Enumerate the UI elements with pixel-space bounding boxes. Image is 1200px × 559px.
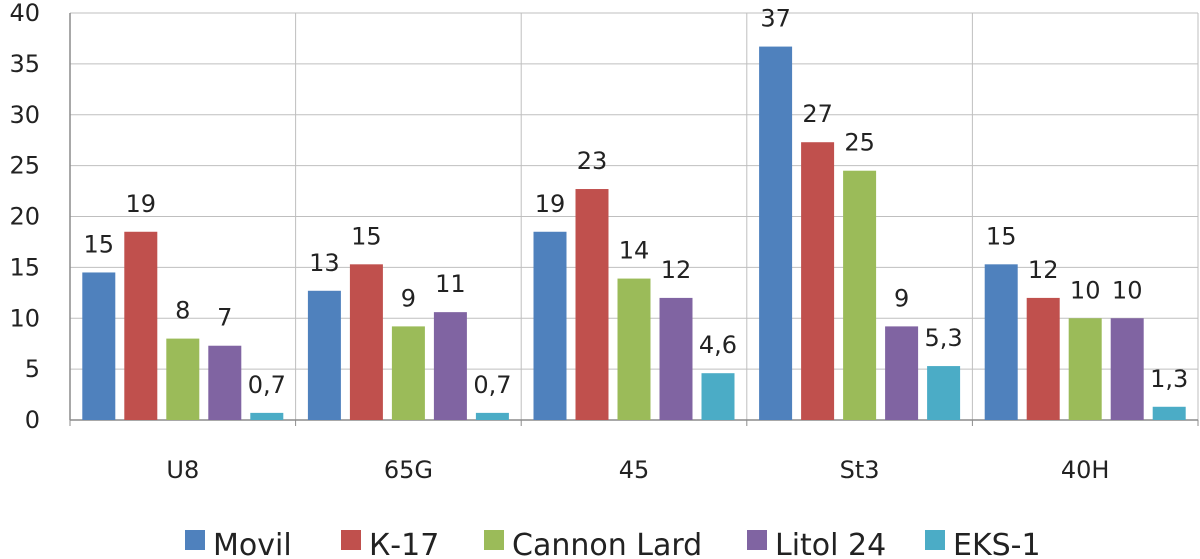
legend-label: EKS-1 bbox=[953, 528, 1041, 559]
grid bbox=[70, 12, 1199, 420]
bar bbox=[1026, 297, 1060, 420]
y-tick-label: 0 bbox=[25, 406, 40, 434]
data-label: 10 bbox=[1070, 276, 1101, 304]
data-label: 15 bbox=[986, 222, 1017, 250]
bar bbox=[307, 290, 341, 420]
y-tick-label: 40 bbox=[9, 0, 40, 27]
bar bbox=[617, 278, 651, 420]
data-label: 12 bbox=[1028, 256, 1059, 284]
bar bbox=[927, 366, 961, 420]
bars bbox=[82, 46, 1186, 420]
data-label: 12 bbox=[661, 256, 692, 284]
bar bbox=[1110, 318, 1144, 420]
bar bbox=[801, 142, 835, 420]
legend-label: Movil bbox=[213, 528, 292, 559]
bar bbox=[701, 373, 735, 420]
bar bbox=[533, 231, 567, 420]
bar bbox=[475, 412, 509, 420]
y-tick-label: 30 bbox=[9, 101, 40, 129]
x-tick-label: 45 bbox=[619, 456, 650, 484]
legend-swatch bbox=[484, 530, 504, 550]
data-label: 13 bbox=[309, 249, 340, 277]
bar bbox=[1068, 318, 1102, 420]
y-tick-label: 15 bbox=[9, 253, 40, 281]
bar bbox=[1152, 406, 1186, 420]
bar bbox=[82, 272, 116, 420]
data-label: 14 bbox=[619, 237, 650, 265]
y-tick-label: 5 bbox=[25, 355, 40, 383]
y-tick-label: 20 bbox=[9, 203, 40, 231]
data-label: 8 bbox=[175, 297, 190, 325]
data-label: 9 bbox=[894, 284, 909, 312]
bar bbox=[843, 170, 877, 420]
x-tick-label: U8 bbox=[166, 456, 199, 484]
legend: Movil К-17 Cannon Lard Litol 24 EKS-1 bbox=[185, 528, 1041, 559]
x-tick-label: St3 bbox=[840, 456, 880, 484]
y-tick-label: 10 bbox=[9, 304, 40, 332]
bar bbox=[349, 264, 383, 420]
data-label: 27 bbox=[802, 100, 833, 128]
bar bbox=[124, 231, 158, 420]
data-label: 25 bbox=[844, 129, 875, 157]
data-label: 7 bbox=[217, 304, 232, 332]
bar bbox=[391, 326, 425, 420]
bar bbox=[759, 46, 793, 420]
data-label: 5,3 bbox=[925, 324, 963, 352]
bar bbox=[250, 412, 284, 420]
legend-label: Cannon Lard bbox=[512, 528, 702, 559]
legend-label: Litol 24 bbox=[775, 528, 886, 559]
data-label: 4,6 bbox=[699, 331, 737, 359]
data-label: 23 bbox=[577, 147, 608, 175]
data-labels: 15 13 19 37 15 19 15 23 27 12 8 9 14 25 10 7 11 12 9 10 0,7 0… bbox=[84, 5, 1189, 399]
data-label: 19 bbox=[126, 190, 157, 218]
legend-swatch bbox=[341, 530, 361, 550]
legend-swatch bbox=[185, 530, 205, 550]
data-label: 11 bbox=[435, 270, 466, 298]
x-tick-label: 40H bbox=[1061, 456, 1110, 484]
y-tick-label: 35 bbox=[9, 50, 40, 78]
data-label: 0,7 bbox=[473, 371, 511, 399]
bar bbox=[984, 264, 1018, 420]
bar bbox=[885, 326, 919, 420]
data-label: 9 bbox=[401, 284, 416, 312]
bar bbox=[166, 338, 200, 420]
legend-label: К-17 bbox=[369, 528, 439, 559]
y-tick-label: 25 bbox=[9, 152, 40, 180]
data-label: 19 bbox=[535, 190, 566, 218]
data-label: 0,7 bbox=[248, 371, 286, 399]
bar bbox=[433, 312, 467, 420]
bar bbox=[575, 189, 609, 420]
data-label: 10 bbox=[1112, 276, 1143, 304]
legend-swatch bbox=[925, 530, 945, 550]
legend-swatch bbox=[747, 530, 767, 550]
bar bbox=[208, 345, 242, 420]
bar bbox=[659, 297, 693, 420]
data-label: 15 bbox=[84, 230, 115, 258]
data-label: 37 bbox=[760, 5, 791, 33]
x-tick-label: 65G bbox=[384, 456, 433, 484]
data-label: 1,3 bbox=[1150, 365, 1188, 393]
data-label: 15 bbox=[351, 222, 382, 250]
